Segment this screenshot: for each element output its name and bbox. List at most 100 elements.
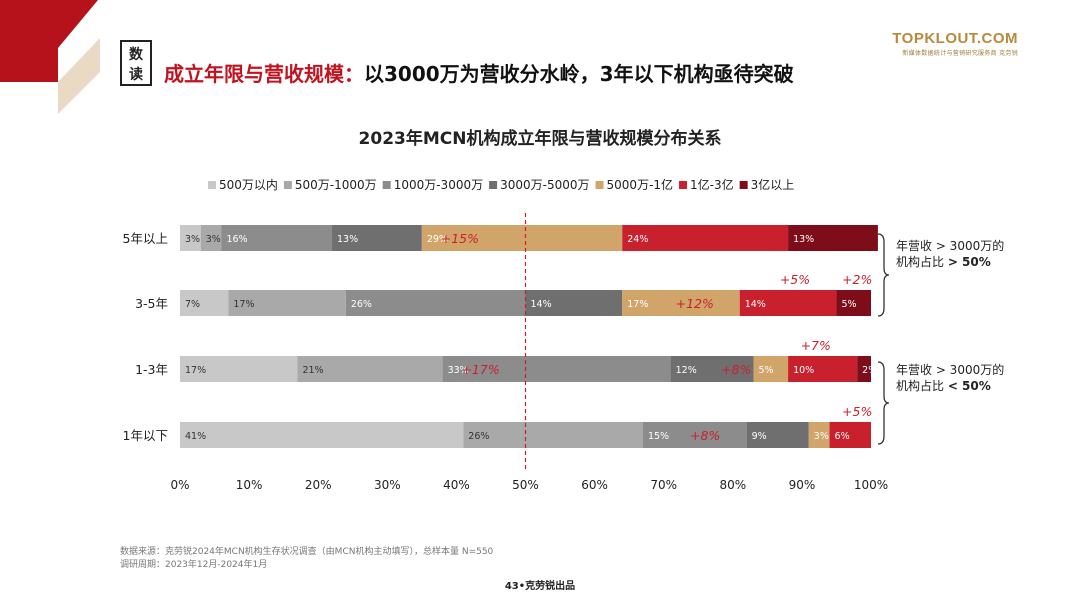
logo-subtitle: 新媒体数据统计与营销研究服务商 克劳锐 — [902, 50, 1018, 57]
data-label-r0-s6: 13% — [793, 234, 814, 245]
legend-swatch-2 — [382, 181, 391, 189]
data-source: 数据来源：克劳锐2024年MCN机构生存状况调查（由MCN机构主动填写），总样本… — [120, 547, 494, 557]
data-label-r1-s3: 14% — [531, 299, 552, 310]
bar-segment-r1-s5 — [739, 290, 837, 316]
tag-char-2: 读 — [129, 67, 143, 83]
bar-segment-r2-s5 — [788, 356, 858, 382]
title-main: 以3000万为营收分水岭，3年以下机构亟待突破 — [364, 62, 794, 86]
bar-segment-r0-s3 — [332, 225, 422, 251]
side-note-lower-line1: 年营收 > 3000万的 — [896, 363, 1005, 377]
bar-segment-r2-s1 — [297, 356, 443, 382]
bar-segment-r1-s0 — [180, 290, 229, 316]
bar-segment-r2-s3 — [670, 356, 754, 382]
annotation-5: +8% — [721, 362, 751, 377]
side-note-upper: 年营收 > 3000万的 机构占比 > 50% — [896, 238, 1004, 270]
legend-label-6: 3亿以上 — [751, 177, 795, 192]
legend-swatch-3 — [489, 181, 498, 189]
data-label-r0-s3: 13% — [337, 234, 358, 245]
legend-label-5: 1亿-3亿 — [690, 177, 734, 192]
bar-segment-r1-s3 — [525, 290, 623, 316]
side-note-lower-prefix: 机构占比 — [896, 379, 948, 393]
category-label-2: 1-3年 — [135, 362, 168, 377]
data-label-r3-s0: 41% — [185, 431, 206, 442]
data-label-r2-s5: 10% — [793, 365, 814, 376]
side-note-upper-value: > 50% — [947, 255, 991, 269]
page-number: 43•克劳锐出品 — [504, 581, 576, 592]
annotation-4: +17% — [461, 362, 499, 377]
bar-segment-r3-s0 — [180, 422, 464, 448]
bar-segment-r3-s1 — [463, 422, 643, 448]
bar-segment-r0-s6 — [788, 225, 878, 251]
legend-label-3: 3000万-5000万 — [500, 178, 589, 192]
bar-segment-r1-s6 — [836, 290, 871, 316]
side-note-lower-value: < 50% — [947, 379, 991, 393]
x-tick-8: 80% — [719, 478, 746, 492]
bar-segment-r0-s5 — [622, 225, 789, 251]
annotation-0: +15% — [441, 231, 479, 246]
annotation-6: +7% — [801, 338, 831, 353]
data-label-r0-s0: 3% — [185, 234, 200, 245]
bar-segment-r3-s3 — [746, 422, 809, 448]
side-note-upper-prefix: 机构占比 — [896, 255, 948, 269]
x-tick-4: 40% — [443, 478, 470, 492]
corner-decoration — [0, 0, 100, 114]
data-label-r0-s5: 24% — [627, 234, 648, 245]
x-tick-3: 30% — [374, 478, 401, 492]
annotation-8: +5% — [842, 404, 872, 419]
category-label-3: 1年以下 — [123, 428, 168, 443]
data-label-r1-s1: 17% — [233, 299, 254, 310]
legend-label-1: 500万-1000万 — [295, 178, 377, 192]
bar-segment-r0-s4 — [421, 225, 623, 251]
bar-segment-r2-s0 — [180, 356, 298, 382]
data-label-r1-s5: 14% — [745, 299, 766, 310]
side-note-lower: 年营收 > 3000万的 机构占比 < 50% — [896, 362, 1004, 394]
bar-segment-r3-s4 — [808, 422, 830, 448]
bar-segment-r2-s4 — [753, 356, 789, 382]
logo-text: TOPKLOUT.COM — [892, 30, 1018, 47]
legend-swatch-5 — [679, 181, 688, 189]
x-tick-5: 50% — [512, 478, 539, 492]
data-label-r2-s1: 21% — [302, 365, 323, 376]
annotation-3: +2% — [842, 272, 872, 287]
bar-segment-r0-s0 — [180, 225, 201, 251]
side-note-upper-line1: 年营收 > 3000万的 — [896, 239, 1005, 253]
x-tick-1: 10% — [236, 478, 263, 492]
data-label-r1-s2: 26% — [351, 299, 372, 310]
x-tick-10: 100% — [854, 478, 888, 492]
data-label-r3-s1: 26% — [468, 431, 489, 442]
footer-notes: 数据来源：克劳锐2024年MCN机构生存状况调查（由MCN机构主动填写），总样本… — [120, 546, 493, 572]
x-tick-9: 90% — [789, 478, 816, 492]
bar-segment-r1-s2 — [345, 290, 526, 316]
bar-segment-r0-s2 — [221, 225, 333, 251]
annotation-7: +8% — [690, 428, 720, 443]
legend-label-0: 500万以内 — [219, 178, 278, 192]
tag-char-1: 数 — [129, 47, 143, 63]
data-label-r2-s3: 12% — [676, 365, 697, 376]
data-label-r2-s4: 5% — [759, 365, 774, 376]
data-label-r1-s4: 17% — [627, 299, 648, 310]
x-tick-7: 70% — [650, 478, 677, 492]
data-label-r2-s0: 17% — [185, 365, 206, 376]
data-label-r2-s2: 33% — [448, 365, 469, 376]
bar-segment-r1-s4 — [622, 290, 740, 316]
category-label-0: 5年以上 — [123, 231, 168, 246]
bar-segment-r2-s2 — [442, 356, 671, 382]
data-label-r0-s4: 29% — [427, 234, 448, 245]
bar-segment-r0-s1 — [200, 225, 222, 251]
legend-label-4: 5000万-1亿 — [607, 177, 674, 192]
survey-period: 调研周期：2023年12月-2024年1月 — [120, 560, 268, 570]
brace-upper-icon — [877, 233, 890, 317]
bar-segment-r1-s1 — [228, 290, 346, 316]
legend-label-2: 1000万-3000万 — [394, 178, 483, 192]
x-tick-2: 20% — [305, 478, 332, 492]
annotation-1: +12% — [676, 296, 714, 311]
section-tag: 数 读 — [120, 40, 152, 86]
data-label-r1-s6: 5% — [841, 299, 856, 310]
data-label-r0-s1: 3% — [206, 234, 221, 245]
chart-title: 2023年MCN机构成立年限与营收规模分布关系 — [358, 129, 722, 149]
data-label-r3-s2: 15% — [648, 431, 669, 442]
bar-segment-r3-s2 — [642, 422, 747, 448]
legend-swatch-0 — [208, 181, 216, 189]
data-label-r1-s0: 7% — [185, 299, 200, 310]
legend-swatch-6 — [739, 181, 748, 189]
